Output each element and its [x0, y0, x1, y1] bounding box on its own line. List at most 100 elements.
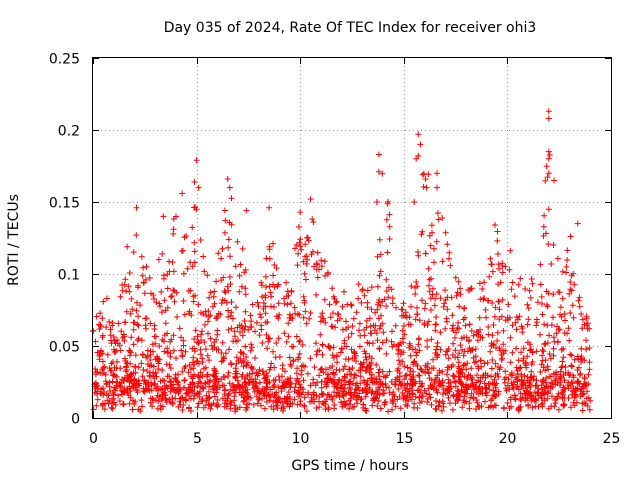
- data-point: [490, 387, 497, 394]
- data-point: [586, 359, 593, 366]
- data-point: [164, 285, 171, 292]
- data-point: [407, 352, 414, 359]
- data-point: [310, 376, 317, 383]
- data-point: [522, 286, 529, 292]
- data-point: [561, 311, 568, 317]
- data-point: [529, 404, 536, 411]
- data-point: [288, 314, 295, 321]
- data-point: [168, 378, 175, 385]
- data-point: [401, 331, 408, 338]
- data-point: [169, 399, 176, 406]
- data-point: [460, 352, 467, 359]
- data-point: [506, 405, 513, 412]
- data-point: [176, 398, 183, 405]
- data-point: [437, 329, 444, 336]
- data-point: [424, 344, 431, 350]
- data-point: [439, 215, 446, 221]
- data-point: [475, 390, 482, 397]
- data-point: [361, 292, 368, 299]
- data-point: [473, 397, 480, 403]
- data-point: [546, 351, 553, 357]
- data-point: [400, 322, 407, 329]
- data-point: [159, 403, 166, 410]
- data-point: [481, 279, 488, 286]
- data-point: [457, 373, 464, 380]
- data-point: [299, 341, 306, 348]
- data-point: [491, 376, 498, 383]
- data-point: [284, 376, 291, 382]
- data-point: [434, 351, 441, 358]
- data-point: [432, 327, 439, 334]
- data-point: [423, 184, 430, 191]
- data-point: [130, 326, 137, 333]
- data-point: [564, 257, 571, 263]
- data-point: [329, 397, 336, 403]
- data-point: [290, 357, 297, 364]
- data-point: [431, 245, 437, 252]
- data-point: [348, 392, 355, 399]
- data-point: [206, 294, 213, 301]
- data-point: [135, 406, 142, 413]
- data-point: [188, 387, 195, 393]
- data-point: [392, 381, 399, 388]
- data-point: [407, 365, 414, 372]
- data-point: [427, 242, 434, 249]
- data-point: [154, 383, 161, 390]
- y-tick-labels: 0 0.05 0.1 0.15 0.2 0.25: [49, 52, 80, 428]
- data-point: [230, 387, 236, 394]
- data-point: [509, 279, 516, 286]
- data-point: [259, 340, 266, 346]
- data-point: [545, 155, 552, 162]
- data-point: [236, 288, 243, 295]
- data-point: [362, 368, 369, 374]
- data-point: [381, 401, 388, 408]
- data-point: [279, 399, 286, 406]
- data-point: [193, 157, 200, 164]
- data-point: [454, 289, 461, 296]
- data-point: [178, 347, 185, 354]
- data-point: [119, 376, 125, 383]
- data-point: [163, 399, 170, 406]
- data-point: [514, 316, 521, 323]
- data-point: [561, 401, 568, 408]
- data-point: [541, 341, 548, 348]
- data-point: [537, 281, 544, 288]
- data-point: [527, 384, 534, 390]
- data-point: [350, 375, 357, 381]
- data-point: [450, 340, 457, 347]
- data-point: [456, 350, 463, 357]
- data-point: [300, 293, 307, 300]
- data-point: [411, 400, 418, 407]
- data-point: [225, 373, 232, 379]
- data-point: [586, 406, 593, 413]
- data-point: [275, 384, 282, 391]
- data-point: [314, 249, 321, 256]
- data-point: [529, 280, 536, 287]
- data-point: [330, 310, 336, 317]
- data-point: [329, 363, 336, 369]
- data-point: [460, 362, 467, 369]
- data-point: [508, 371, 515, 378]
- data-point: [424, 337, 431, 344]
- data-point: [187, 395, 194, 402]
- data-point: [471, 359, 478, 366]
- x-tick-label: 0: [89, 431, 98, 447]
- data-point: [123, 366, 130, 373]
- data-point: [542, 357, 549, 364]
- data-point: [124, 243, 131, 250]
- data-point: [193, 358, 200, 364]
- axis-ticks: [93, 58, 612, 419]
- data-point: [164, 345, 171, 352]
- data-point: [445, 376, 452, 383]
- data-point: [245, 359, 251, 366]
- data-point: [413, 279, 420, 285]
- data-point: [459, 346, 466, 353]
- data-point: [122, 319, 129, 326]
- data-point: [202, 380, 209, 387]
- data-point: [565, 369, 572, 376]
- data-point: [138, 397, 145, 404]
- data-point: [281, 300, 288, 307]
- x-tick-label: 15: [396, 431, 414, 447]
- data-point: [514, 367, 521, 374]
- data-point: [374, 337, 381, 344]
